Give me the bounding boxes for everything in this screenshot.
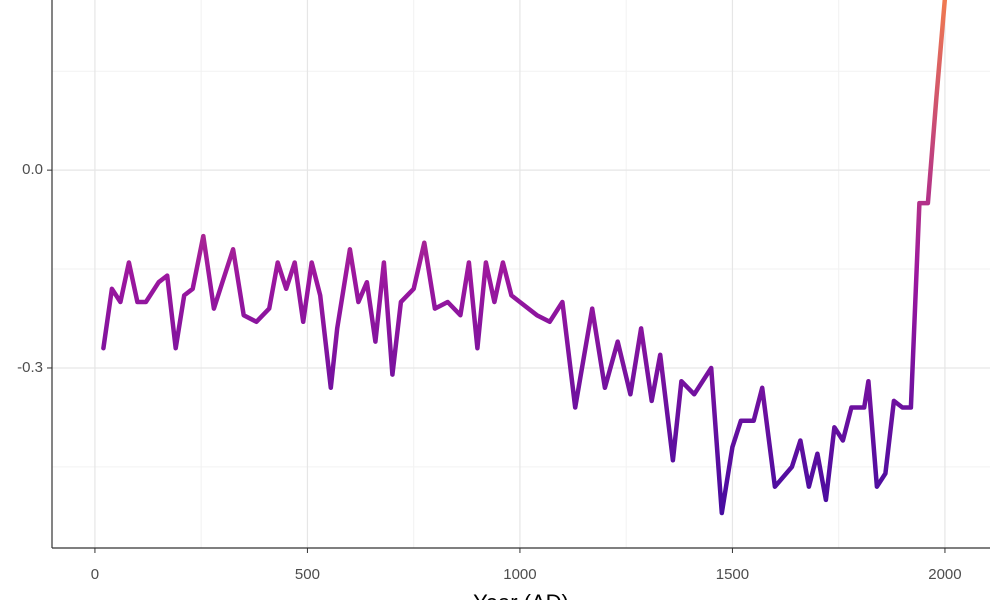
x-tick-label: 500 bbox=[295, 566, 320, 583]
y-tick-label: -0.3 bbox=[17, 359, 43, 376]
x-tick-label: 1500 bbox=[716, 566, 749, 583]
data-line bbox=[101, 0, 948, 516]
x-axis-title: Year (AD) bbox=[473, 590, 569, 600]
x-tick-label: 0 bbox=[91, 566, 99, 583]
x-tick-label: 1000 bbox=[503, 566, 536, 583]
grid bbox=[52, 0, 990, 548]
y-tick-label: 0.0 bbox=[22, 161, 43, 178]
x-tick-label: 2000 bbox=[928, 566, 961, 583]
